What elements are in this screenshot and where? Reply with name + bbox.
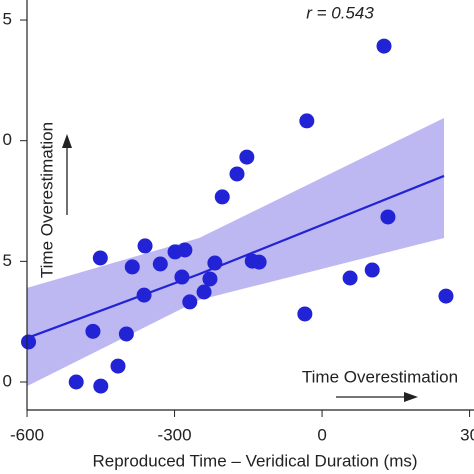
y-tick-label: 5 (3, 10, 12, 29)
point (124, 259, 140, 275)
x-tick-label: 30 (460, 425, 474, 444)
x-tick-label: -300 (158, 425, 192, 444)
point (182, 294, 198, 310)
y-arrow-label: Time Overestimation (37, 122, 56, 278)
x-arrow-label: Time Overestimation (302, 367, 458, 386)
x-tick-label: 0 (317, 425, 326, 444)
points-layer (21, 38, 454, 394)
point (380, 209, 396, 225)
point (136, 287, 152, 303)
x-axis-label: Reproduced Time – Veridical Duration (ms… (92, 451, 417, 470)
y-tick-label: 0 (3, 371, 12, 390)
y-tick-label: 5 (3, 251, 12, 270)
x-tick-label: -600 (10, 425, 44, 444)
y-arrowhead (62, 134, 72, 148)
point (68, 374, 84, 390)
point (297, 306, 313, 322)
point (21, 334, 37, 350)
y-tick-label: 0 (3, 130, 12, 149)
fit-line (26, 174, 445, 340)
point (207, 255, 223, 271)
point (92, 250, 108, 266)
point (137, 238, 153, 254)
point (85, 323, 101, 339)
point (152, 256, 168, 272)
r-annotation: r = 0.543 (306, 3, 374, 22)
point (214, 189, 230, 205)
point (342, 270, 358, 286)
x-arrowhead (404, 392, 418, 402)
point (438, 288, 454, 304)
point (251, 254, 267, 270)
point (177, 242, 193, 258)
point (196, 284, 212, 300)
point (174, 269, 190, 285)
point (364, 262, 380, 278)
point (93, 378, 109, 394)
point (376, 38, 392, 54)
point (110, 358, 126, 374)
point (299, 113, 315, 129)
point (229, 166, 245, 182)
point (118, 326, 134, 342)
band-layer (26, 118, 445, 387)
point (239, 149, 255, 165)
confidence-band (27, 118, 445, 387)
point (202, 271, 218, 287)
